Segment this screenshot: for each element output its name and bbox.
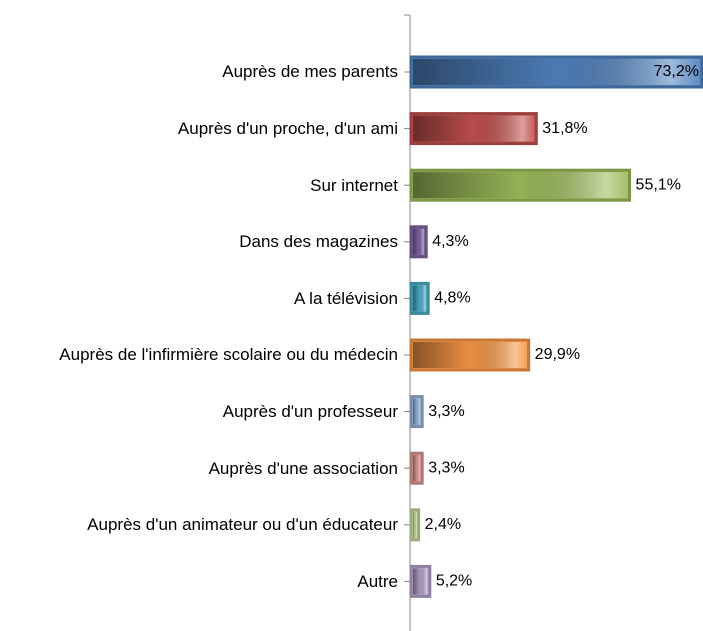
value-label: 3,3% — [428, 459, 464, 476]
value-label: 4,8% — [434, 290, 470, 307]
bar-shade — [413, 455, 421, 482]
category-label: Auprès d'une association — [208, 458, 398, 478]
category-label: Autre — [357, 571, 398, 591]
value-label: 55,1% — [636, 176, 681, 193]
category-label: Sur internet — [310, 175, 398, 195]
bar-shade — [413, 115, 535, 142]
category-label: Auprès d'un professeur — [222, 402, 398, 422]
value-label: 3,3% — [428, 403, 464, 420]
bar-shade — [413, 511, 417, 538]
value-label: 2,4% — [425, 516, 461, 533]
category-label: Dans des magazines — [239, 232, 398, 252]
category-label: Auprès de mes parents — [222, 62, 398, 82]
bar-shade — [413, 59, 700, 85]
category-label: Auprès de l'infirmière scolaire ou du mé… — [59, 345, 398, 365]
value-label: 5,2% — [436, 573, 472, 590]
bar-shade — [413, 228, 425, 255]
bar-shade — [413, 398, 421, 425]
bar-shade — [413, 172, 628, 199]
value-label: 31,8% — [542, 120, 587, 137]
bar-shade — [413, 285, 427, 312]
category-label: Auprès d'un animateur ou d'un éducateur — [87, 515, 398, 535]
value-label: 73,2% — [654, 63, 699, 80]
bar-shade — [413, 342, 527, 368]
bar-shade — [413, 568, 428, 595]
category-label: A la télévision — [294, 288, 398, 308]
category-label: Auprès d'un proche, d'un ami — [177, 119, 398, 139]
value-label: 29,9% — [535, 346, 580, 363]
value-label: 4,3% — [432, 233, 468, 250]
